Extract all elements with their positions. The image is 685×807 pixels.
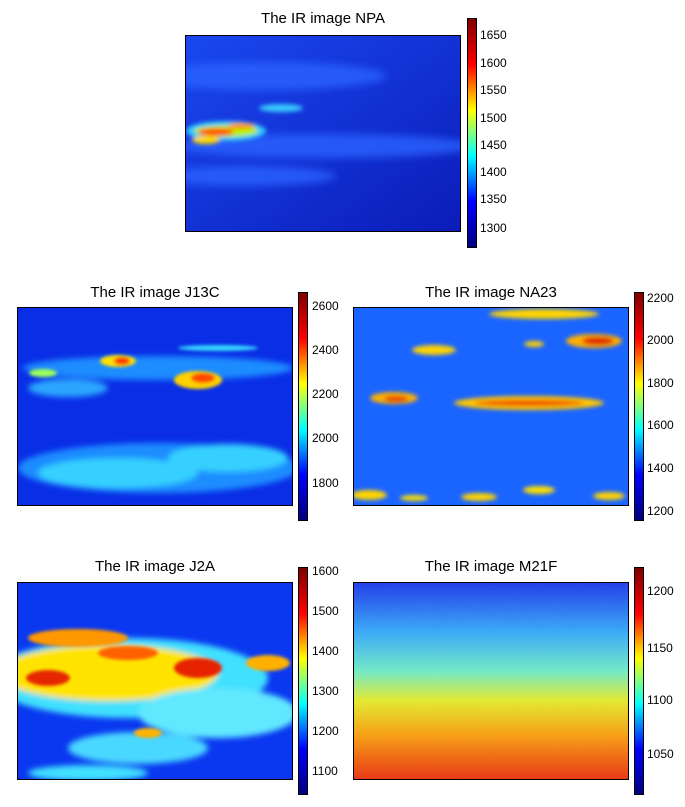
tick-label: 1800 xyxy=(312,476,339,490)
tick-label: 1500 xyxy=(480,111,507,125)
tick-label: 1400 xyxy=(647,461,674,475)
tick-label: 2000 xyxy=(647,333,674,347)
colorbar-j13c xyxy=(298,292,308,521)
colorbar-m21f xyxy=(634,567,644,795)
tick-label: 1200 xyxy=(312,724,339,738)
tick-label: 2200 xyxy=(647,291,674,305)
tick-label: 1600 xyxy=(480,56,507,70)
colorbar-labels-npa: 1650 1600 1550 1500 1450 1400 1350 1300 xyxy=(480,18,520,246)
tick-label: 1550 xyxy=(480,83,507,97)
tick-label: 1300 xyxy=(312,684,339,698)
tick-label: 1150 xyxy=(647,641,673,655)
tick-label: 1450 xyxy=(480,138,507,152)
tick-label: 2200 xyxy=(312,387,339,401)
tick-label: 1050 xyxy=(647,747,674,761)
tick-label: 1400 xyxy=(312,644,339,658)
panel-title-na23: The IR image NA23 xyxy=(425,284,557,301)
colorbar-j2a xyxy=(298,567,308,795)
tick-label: 1200 xyxy=(647,504,674,518)
colorbar-labels-m21f: 1200 1150 1100 1050 xyxy=(647,567,685,793)
tick-label: 1650 xyxy=(480,28,507,42)
colorbar-na23 xyxy=(634,292,644,521)
ir-image-j13c xyxy=(17,307,293,506)
tick-label: 1100 xyxy=(312,764,338,778)
panel-title-npa: The IR image NPA xyxy=(261,10,385,27)
panel-title-j2a: The IR image J2A xyxy=(94,558,216,575)
panel-title-m21f: The IR image M21F xyxy=(424,558,558,575)
tick-label: 1800 xyxy=(647,376,674,390)
colorbar-npa xyxy=(467,18,477,248)
tick-label: 1350 xyxy=(480,192,507,206)
colorbar-labels-j2a: 1600 1500 1400 1300 1200 1100 xyxy=(312,564,352,793)
tick-label: 1400 xyxy=(480,165,507,179)
tick-label: 1200 xyxy=(647,584,674,598)
tick-label: 1300 xyxy=(480,221,507,235)
ir-image-na23 xyxy=(353,307,629,506)
ir-image-j2a xyxy=(17,582,293,780)
ir-image-npa xyxy=(185,35,461,232)
tick-label: 1500 xyxy=(312,604,339,618)
tick-label: 1600 xyxy=(647,418,674,432)
ir-image-m21f xyxy=(353,582,629,780)
tick-label: 2000 xyxy=(312,431,339,445)
tick-label: 2400 xyxy=(312,343,339,357)
panel-title-j13c: The IR image J13C xyxy=(90,284,220,301)
colorbar-labels-j13c: 2600 2400 2200 2000 1800 xyxy=(312,292,352,519)
tick-label: 1600 xyxy=(312,564,339,578)
tick-label: 2600 xyxy=(312,299,339,313)
colorbar-labels-na23: 2200 2000 1800 1600 1400 1200 xyxy=(647,291,685,519)
tick-label: 1100 xyxy=(647,693,673,707)
